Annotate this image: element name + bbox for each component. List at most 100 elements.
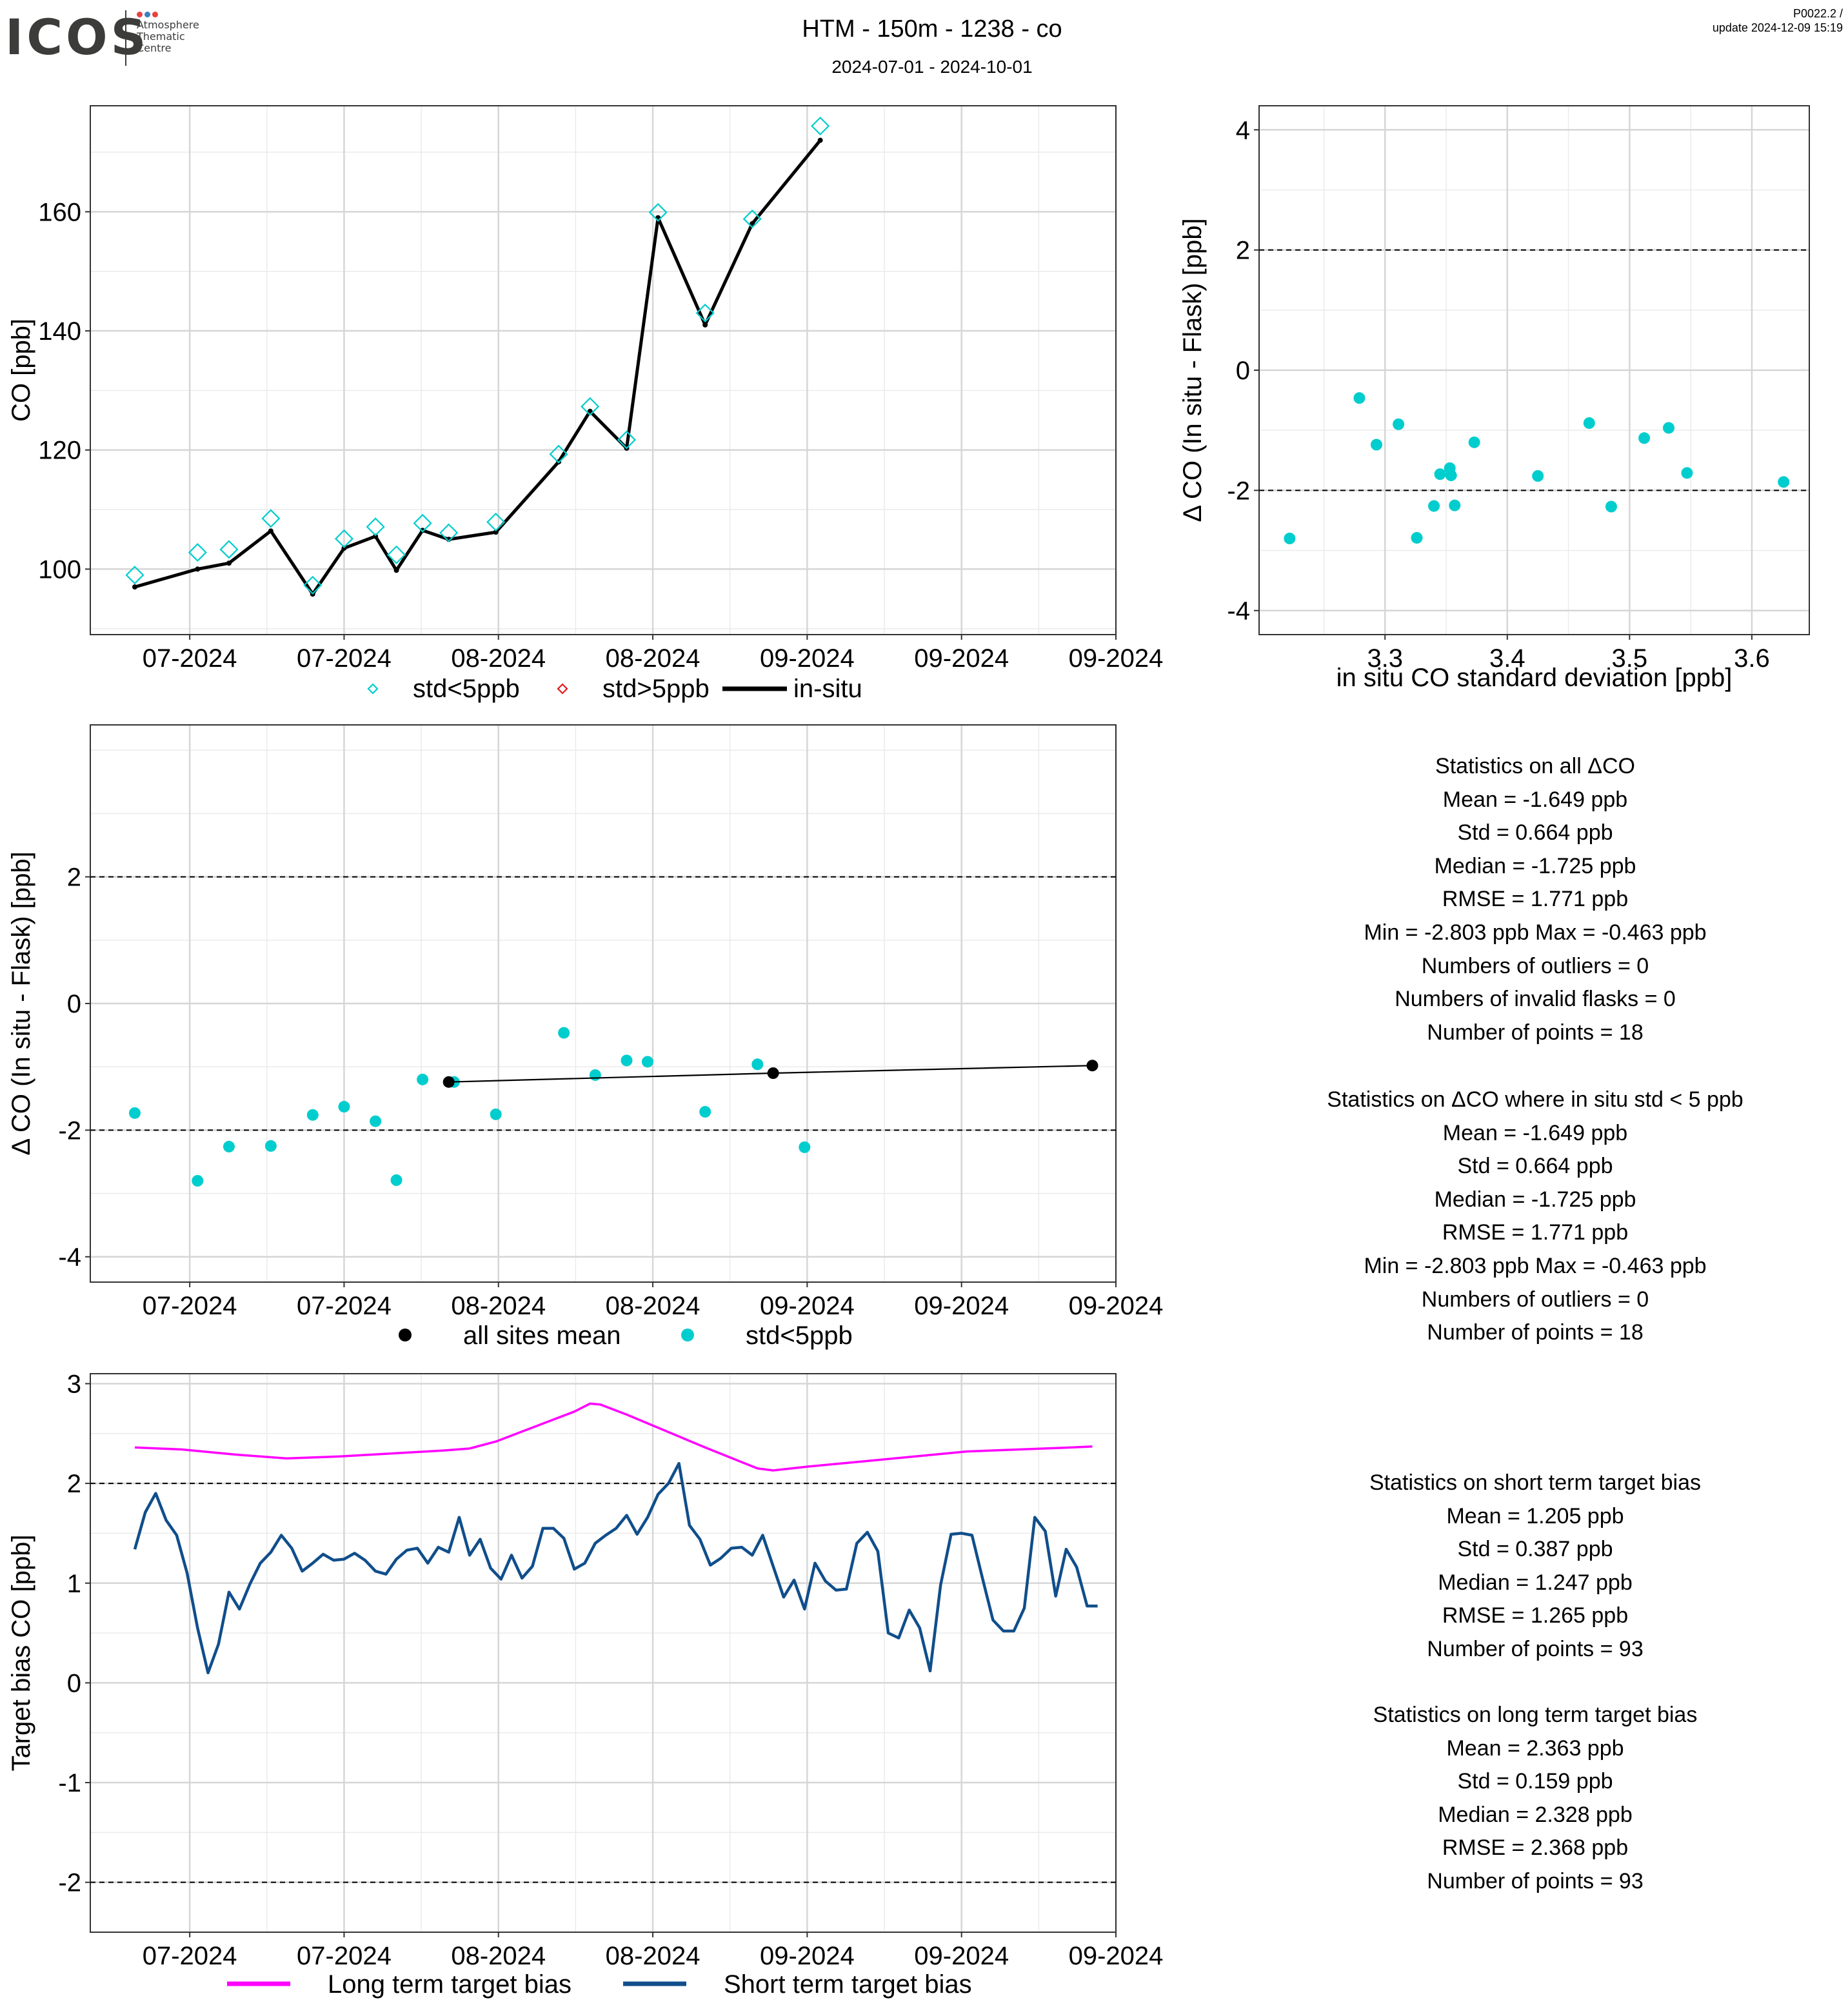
stats-line: Number of points = 18 bbox=[1427, 1020, 1644, 1045]
logo-dot bbox=[144, 12, 150, 17]
scatter-point bbox=[1445, 470, 1457, 482]
x-axis-label: in situ CO standard deviation [ppb] bbox=[1336, 664, 1733, 692]
stats-line: RMSE = 1.771 ppb bbox=[1442, 887, 1629, 912]
stats-line: Min = -2.803 ppb Max = -0.463 ppb bbox=[1364, 920, 1707, 945]
delta-point bbox=[338, 1101, 350, 1113]
in-situ-point bbox=[393, 568, 399, 573]
stats-line: Min = -2.803 ppb Max = -0.463 ppb bbox=[1364, 1253, 1707, 1278]
delta-point bbox=[417, 1073, 429, 1085]
x-tick-label: 09-2024 bbox=[914, 1942, 1009, 1970]
stats-line: Numbers of outliers = 0 bbox=[1421, 1287, 1649, 1312]
delta-point bbox=[264, 1140, 277, 1152]
y-tick-label: 0 bbox=[67, 1669, 81, 1697]
x-tick-label: 07-2024 bbox=[143, 1942, 237, 1970]
x-tick-label: 08-2024 bbox=[451, 1292, 546, 1320]
x-tick-label: 3.5 bbox=[1612, 644, 1648, 673]
flask-diamond bbox=[581, 397, 600, 416]
stats-line: Mean = 2.363 ppb bbox=[1446, 1735, 1624, 1761]
scatter-point bbox=[1370, 439, 1382, 451]
stats-long-term-bias: Statistics on long term target bias Mean … bbox=[1226, 1699, 1845, 1899]
all-sites-mean-point bbox=[442, 1076, 455, 1088]
logo-wordmark: ICOS bbox=[5, 8, 150, 66]
legend-label: std>5ppb bbox=[602, 675, 710, 703]
x-tick-label: 3.6 bbox=[1734, 644, 1770, 673]
y-tick-label: 100 bbox=[38, 555, 81, 584]
flask-diamond bbox=[303, 575, 323, 595]
stats-line: Mean = -1.649 ppb bbox=[1442, 787, 1628, 812]
plot-frame bbox=[90, 105, 1117, 635]
delta-point bbox=[558, 1027, 570, 1039]
delta-point bbox=[390, 1174, 402, 1186]
in-situ-point bbox=[702, 322, 708, 328]
legend-label: std<5ppb bbox=[413, 675, 520, 703]
logo-dot bbox=[137, 12, 143, 17]
y-tick-label: 2 bbox=[67, 1470, 81, 1498]
short-term-bias-line bbox=[133, 1461, 1098, 1675]
legend-label: Long term target bias bbox=[328, 1970, 571, 1999]
y-tick-label: 0 bbox=[1236, 357, 1250, 385]
flask-diamond bbox=[486, 512, 506, 532]
delta-point bbox=[128, 1107, 141, 1119]
in-situ-point bbox=[493, 529, 499, 535]
x-tick-label: 09-2024 bbox=[914, 644, 1009, 673]
delta-point bbox=[223, 1140, 235, 1152]
scatter-point bbox=[1411, 531, 1423, 544]
flask-diamond bbox=[742, 209, 762, 229]
long-term-bias-line bbox=[134, 1402, 1093, 1472]
y-tick-label: 140 bbox=[38, 317, 81, 346]
flask-diamond bbox=[188, 543, 207, 562]
x-tick-label: 07-2024 bbox=[143, 644, 237, 673]
in-situ-point bbox=[195, 566, 201, 572]
y-tick-label: 3 bbox=[67, 1370, 81, 1398]
stats-line: Median = -1.725 ppb bbox=[1434, 1187, 1636, 1212]
stats-all-delta: Statistics on all ΔCO Mean = -1.649 ppb St… bbox=[1226, 750, 1845, 1049]
plot-frame bbox=[90, 1373, 1117, 1933]
page-title: HTM - 150m - 1238 - co bbox=[802, 15, 1062, 43]
stats-delta-std-filtered: Statistics on ΔCO where in situ std < 5 … bbox=[1226, 1083, 1845, 1350]
flask-diamond bbox=[261, 509, 281, 528]
stats-line: RMSE = 2.368 ppb bbox=[1442, 1835, 1629, 1861]
legend-marker-mean bbox=[399, 1329, 412, 1341]
stats-line: Median = 2.328 ppb bbox=[1438, 1802, 1633, 1827]
scatter-point bbox=[1434, 468, 1446, 480]
page-subtitle: 2024-07-01 - 2024-10-01 bbox=[831, 57, 1033, 77]
legend-label: std<5ppb bbox=[746, 1321, 853, 1350]
y-tick-label: -1 bbox=[58, 1769, 81, 1797]
stats-line: Number of points = 18 bbox=[1427, 1320, 1644, 1345]
stats-short-term-bias: Statistics on short term target bias Mean… bbox=[1226, 1467, 1845, 1666]
flask-diamond bbox=[366, 517, 385, 537]
in-situ-point bbox=[132, 584, 137, 590]
y-tick-label: -2 bbox=[58, 1116, 81, 1145]
delta-point bbox=[589, 1069, 601, 1081]
x-tick-label: 09-2024 bbox=[914, 1292, 1009, 1320]
x-tick-label: 07-2024 bbox=[297, 1292, 392, 1320]
x-tick-label: 07-2024 bbox=[297, 1942, 392, 1970]
in-situ-point bbox=[750, 221, 755, 226]
flask-diamond bbox=[617, 430, 637, 450]
stats-heading: Statistics on short term target bias bbox=[1369, 1470, 1701, 1495]
stats-line: Mean = -1.649 ppb bbox=[1442, 1120, 1628, 1145]
logo-subtitle-line: Thematic bbox=[137, 30, 185, 43]
y-axis-label: CO [ppb] bbox=[7, 319, 35, 422]
y-tick-label: -2 bbox=[58, 1869, 81, 1897]
x-tick-label: 08-2024 bbox=[451, 644, 546, 673]
x-tick-label: 07-2024 bbox=[143, 1292, 237, 1320]
stats-line: Std = 0.387 ppb bbox=[1457, 1537, 1613, 1562]
flask-diamond bbox=[387, 545, 406, 564]
y-tick-label: 4 bbox=[1236, 116, 1250, 144]
y-tick-label: -2 bbox=[1227, 477, 1250, 505]
flask-diamond bbox=[219, 540, 239, 559]
flask-diamond bbox=[549, 444, 568, 464]
stats-line: Std = 0.664 ppb bbox=[1457, 1154, 1613, 1179]
version-line: update 2024-12-09 15:19 bbox=[1712, 21, 1843, 34]
scatter-point bbox=[1468, 436, 1480, 448]
x-tick-label: 3.3 bbox=[1367, 644, 1403, 673]
legend-label: all sites mean bbox=[463, 1321, 621, 1350]
stats-heading: Statistics on all ΔCO bbox=[1435, 754, 1635, 778]
scatter-point bbox=[1583, 417, 1595, 429]
x-tick-label: 09-2024 bbox=[1069, 644, 1164, 673]
x-tick-label: 09-2024 bbox=[760, 1942, 855, 1970]
stats-line: Median = 1.247 ppb bbox=[1438, 1570, 1633, 1595]
in-situ-point bbox=[226, 560, 232, 566]
y-axis-label: Δ CO (In situ - Flask) [ppb] bbox=[1178, 218, 1207, 522]
